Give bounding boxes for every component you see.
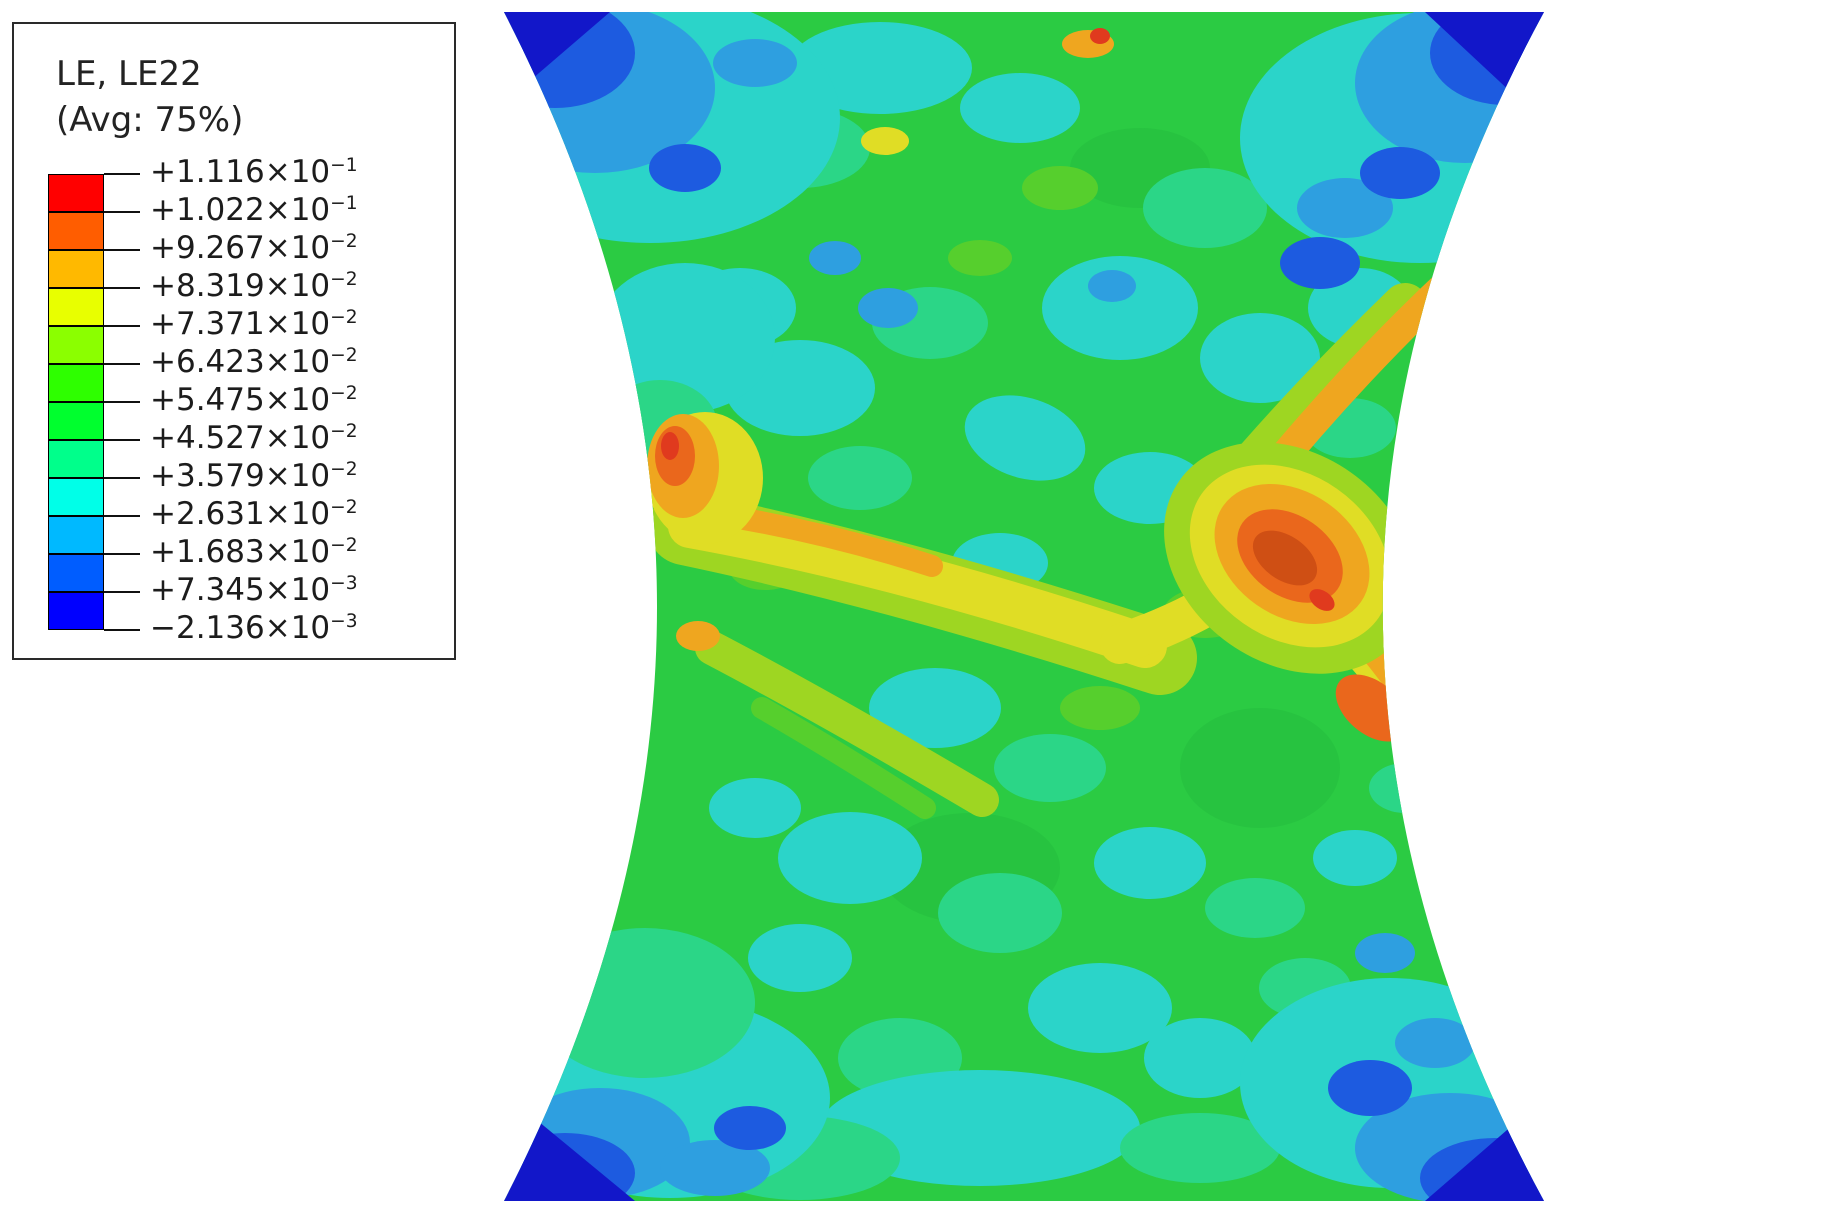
legend-tick-label: +1.116×10−1 xyxy=(150,154,358,191)
legend-tick xyxy=(104,439,140,441)
legend-tick-label: +8.319×10−2 xyxy=(150,268,358,305)
legend-tick xyxy=(104,211,140,213)
legend-color-swatch xyxy=(48,212,104,250)
legend-color-swatch xyxy=(48,440,104,478)
legend-color-swatch xyxy=(48,326,104,364)
legend-tick xyxy=(104,173,140,175)
legend-tick xyxy=(104,591,140,593)
contour-legend: LE, LE22 (Avg: 75%) +1.116×10−1 +1.022×10… xyxy=(12,22,456,660)
legend-tick-label: −2.136×10−3 xyxy=(150,610,358,647)
legend-tick xyxy=(104,287,140,289)
legend-color-swatch xyxy=(48,364,104,402)
legend-tick xyxy=(104,553,140,555)
legend-tick xyxy=(104,515,140,517)
high-strain-hot-spots xyxy=(647,28,1425,742)
legend-tick-label: +9.267×10−2 xyxy=(150,230,358,267)
contour-field xyxy=(504,12,1544,1201)
legend-tick-label: +6.423×10−2 xyxy=(150,344,358,381)
legend-tick-label: +3.579×10−2 xyxy=(150,458,358,495)
legend-color-swatch xyxy=(48,478,104,516)
legend-color-swatch xyxy=(48,174,104,212)
legend-tick-label: +5.475×10−2 xyxy=(150,382,358,419)
legend-tick xyxy=(104,249,140,251)
legend-color-swatch xyxy=(48,554,104,592)
legend-tick xyxy=(104,401,140,403)
legend-tick xyxy=(104,629,140,631)
legend-tick-label: +4.527×10−2 xyxy=(150,420,358,457)
legend-tick-label: +2.631×10−2 xyxy=(150,496,358,533)
legend-tick-label: +7.345×10−3 xyxy=(150,572,358,609)
legend-tick-label: +1.683×10−2 xyxy=(150,534,358,571)
legend-tick xyxy=(104,363,140,365)
contour-plot xyxy=(504,12,1544,1201)
legend-tick-label: +7.371×10−2 xyxy=(150,306,358,343)
legend-title: LE, LE22 xyxy=(56,54,202,94)
legend-color-swatch xyxy=(48,402,104,440)
legend-tick xyxy=(104,325,140,327)
legend-color-swatch xyxy=(48,288,104,326)
legend-color-swatch xyxy=(48,250,104,288)
legend-color-swatch xyxy=(48,592,104,630)
legend-tick xyxy=(104,477,140,479)
legend-tick-label: +1.022×10−1 xyxy=(150,192,358,229)
legend-color-swatch xyxy=(48,516,104,554)
legend-avg-threshold: (Avg: 75%) xyxy=(56,100,244,140)
legend-color-scale: +1.116×10−1 +1.022×10−1 +9.267×10−2 +8.319×… xyxy=(48,154,428,646)
